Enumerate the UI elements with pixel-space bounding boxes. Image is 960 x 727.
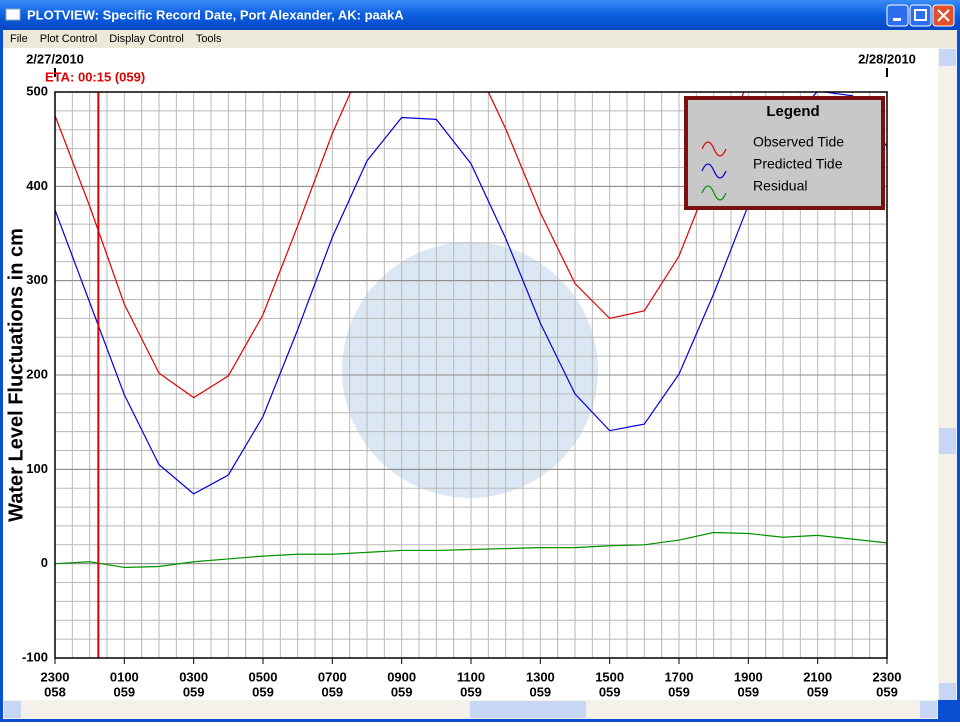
x-tick-label: 2300 xyxy=(41,669,70,684)
y-tick-label: 500 xyxy=(26,83,48,98)
x-tick-day: 059 xyxy=(252,684,274,699)
x-tick-day: 059 xyxy=(391,684,413,699)
date-label: 2/28/2010 xyxy=(858,51,916,66)
y-tick-label: 200 xyxy=(26,366,48,381)
x-tick-day: 059 xyxy=(599,684,621,699)
x-tick-day: 058 xyxy=(44,684,66,699)
x-tick-label: 1700 xyxy=(665,669,694,684)
legend-label: Residual xyxy=(753,178,807,194)
x-tick-label: 1100 xyxy=(457,669,485,684)
app-icon xyxy=(5,8,21,21)
scroll-thumb-h[interactable] xyxy=(470,701,586,718)
x-tick-day: 059 xyxy=(737,684,759,699)
menu-item[interactable]: Plot Control xyxy=(40,33,97,45)
date-label: 2/27/2010 xyxy=(26,51,84,66)
y-axis-label: Water Level Fluctuations in cm xyxy=(5,228,27,522)
menu-item[interactable]: File xyxy=(10,33,28,45)
menu-item[interactable]: Display Control xyxy=(109,33,184,45)
y-tick-label: 400 xyxy=(26,178,48,193)
legend-swatch xyxy=(701,185,727,201)
x-tick-label: 0900 xyxy=(387,669,416,684)
x-tick-label: 1300 xyxy=(526,669,555,684)
scroll-up[interactable] xyxy=(939,49,956,66)
scroll-thumb[interactable] xyxy=(939,428,956,454)
x-tick-label: 0500 xyxy=(249,669,278,684)
x-tick-day: 059 xyxy=(460,684,482,699)
plot-border xyxy=(54,91,888,659)
y-tick-label: 100 xyxy=(26,461,48,476)
legend-label: Observed Tide xyxy=(753,134,844,150)
legend-label: Predicted Tide xyxy=(753,156,843,172)
x-tick-label: 0300 xyxy=(179,669,208,684)
close-icon xyxy=(937,9,950,22)
legend-box xyxy=(684,96,885,210)
x-tick-day: 059 xyxy=(529,684,551,699)
maximize-icon xyxy=(914,9,927,21)
x-tick-label: 2300 xyxy=(873,669,902,684)
series-line xyxy=(55,531,887,569)
legend-swatch xyxy=(701,163,727,179)
scroll-left[interactable] xyxy=(4,701,21,718)
y-tick-label: 300 xyxy=(26,272,48,287)
x-tick-label: 0700 xyxy=(318,669,347,684)
x-tick-label: 2100 xyxy=(803,669,832,684)
legend-swatch xyxy=(701,141,727,157)
series-line xyxy=(55,92,745,399)
x-tick-day: 059 xyxy=(183,684,205,699)
scroll-down[interactable] xyxy=(939,683,956,700)
x-tick-day: 059 xyxy=(876,684,898,699)
vertical-scrollbar[interactable] xyxy=(938,48,957,700)
x-tick-label: 0100 xyxy=(110,669,139,684)
x-tick-day: 059 xyxy=(113,684,135,699)
scroll-right[interactable] xyxy=(920,701,937,718)
x-tick-day: 059 xyxy=(807,684,829,699)
watermark xyxy=(342,242,598,498)
y-tick-label: 0 xyxy=(41,555,48,570)
x-tick-day: 059 xyxy=(668,684,690,699)
maximize-button[interactable] xyxy=(909,4,932,27)
x-tick-label: 1900 xyxy=(734,669,763,684)
eta-label: ETA: 00:15 (059) xyxy=(45,69,145,84)
menu-bar xyxy=(3,30,957,48)
menu-item[interactable]: Tools xyxy=(196,33,222,45)
minimize-icon xyxy=(893,18,901,21)
x-tick-label: 1500 xyxy=(595,669,624,684)
minimize-button[interactable] xyxy=(886,4,909,27)
title-bar xyxy=(0,0,960,30)
x-tick-day: 059 xyxy=(321,684,343,699)
y-tick-label: -100 xyxy=(22,649,48,664)
legend-title: Legend xyxy=(766,103,819,120)
window-title: PLOTVIEW: Specific Record Date, Port Ale… xyxy=(27,7,404,22)
menu: File Plot Control Display Control Tools xyxy=(10,33,222,45)
